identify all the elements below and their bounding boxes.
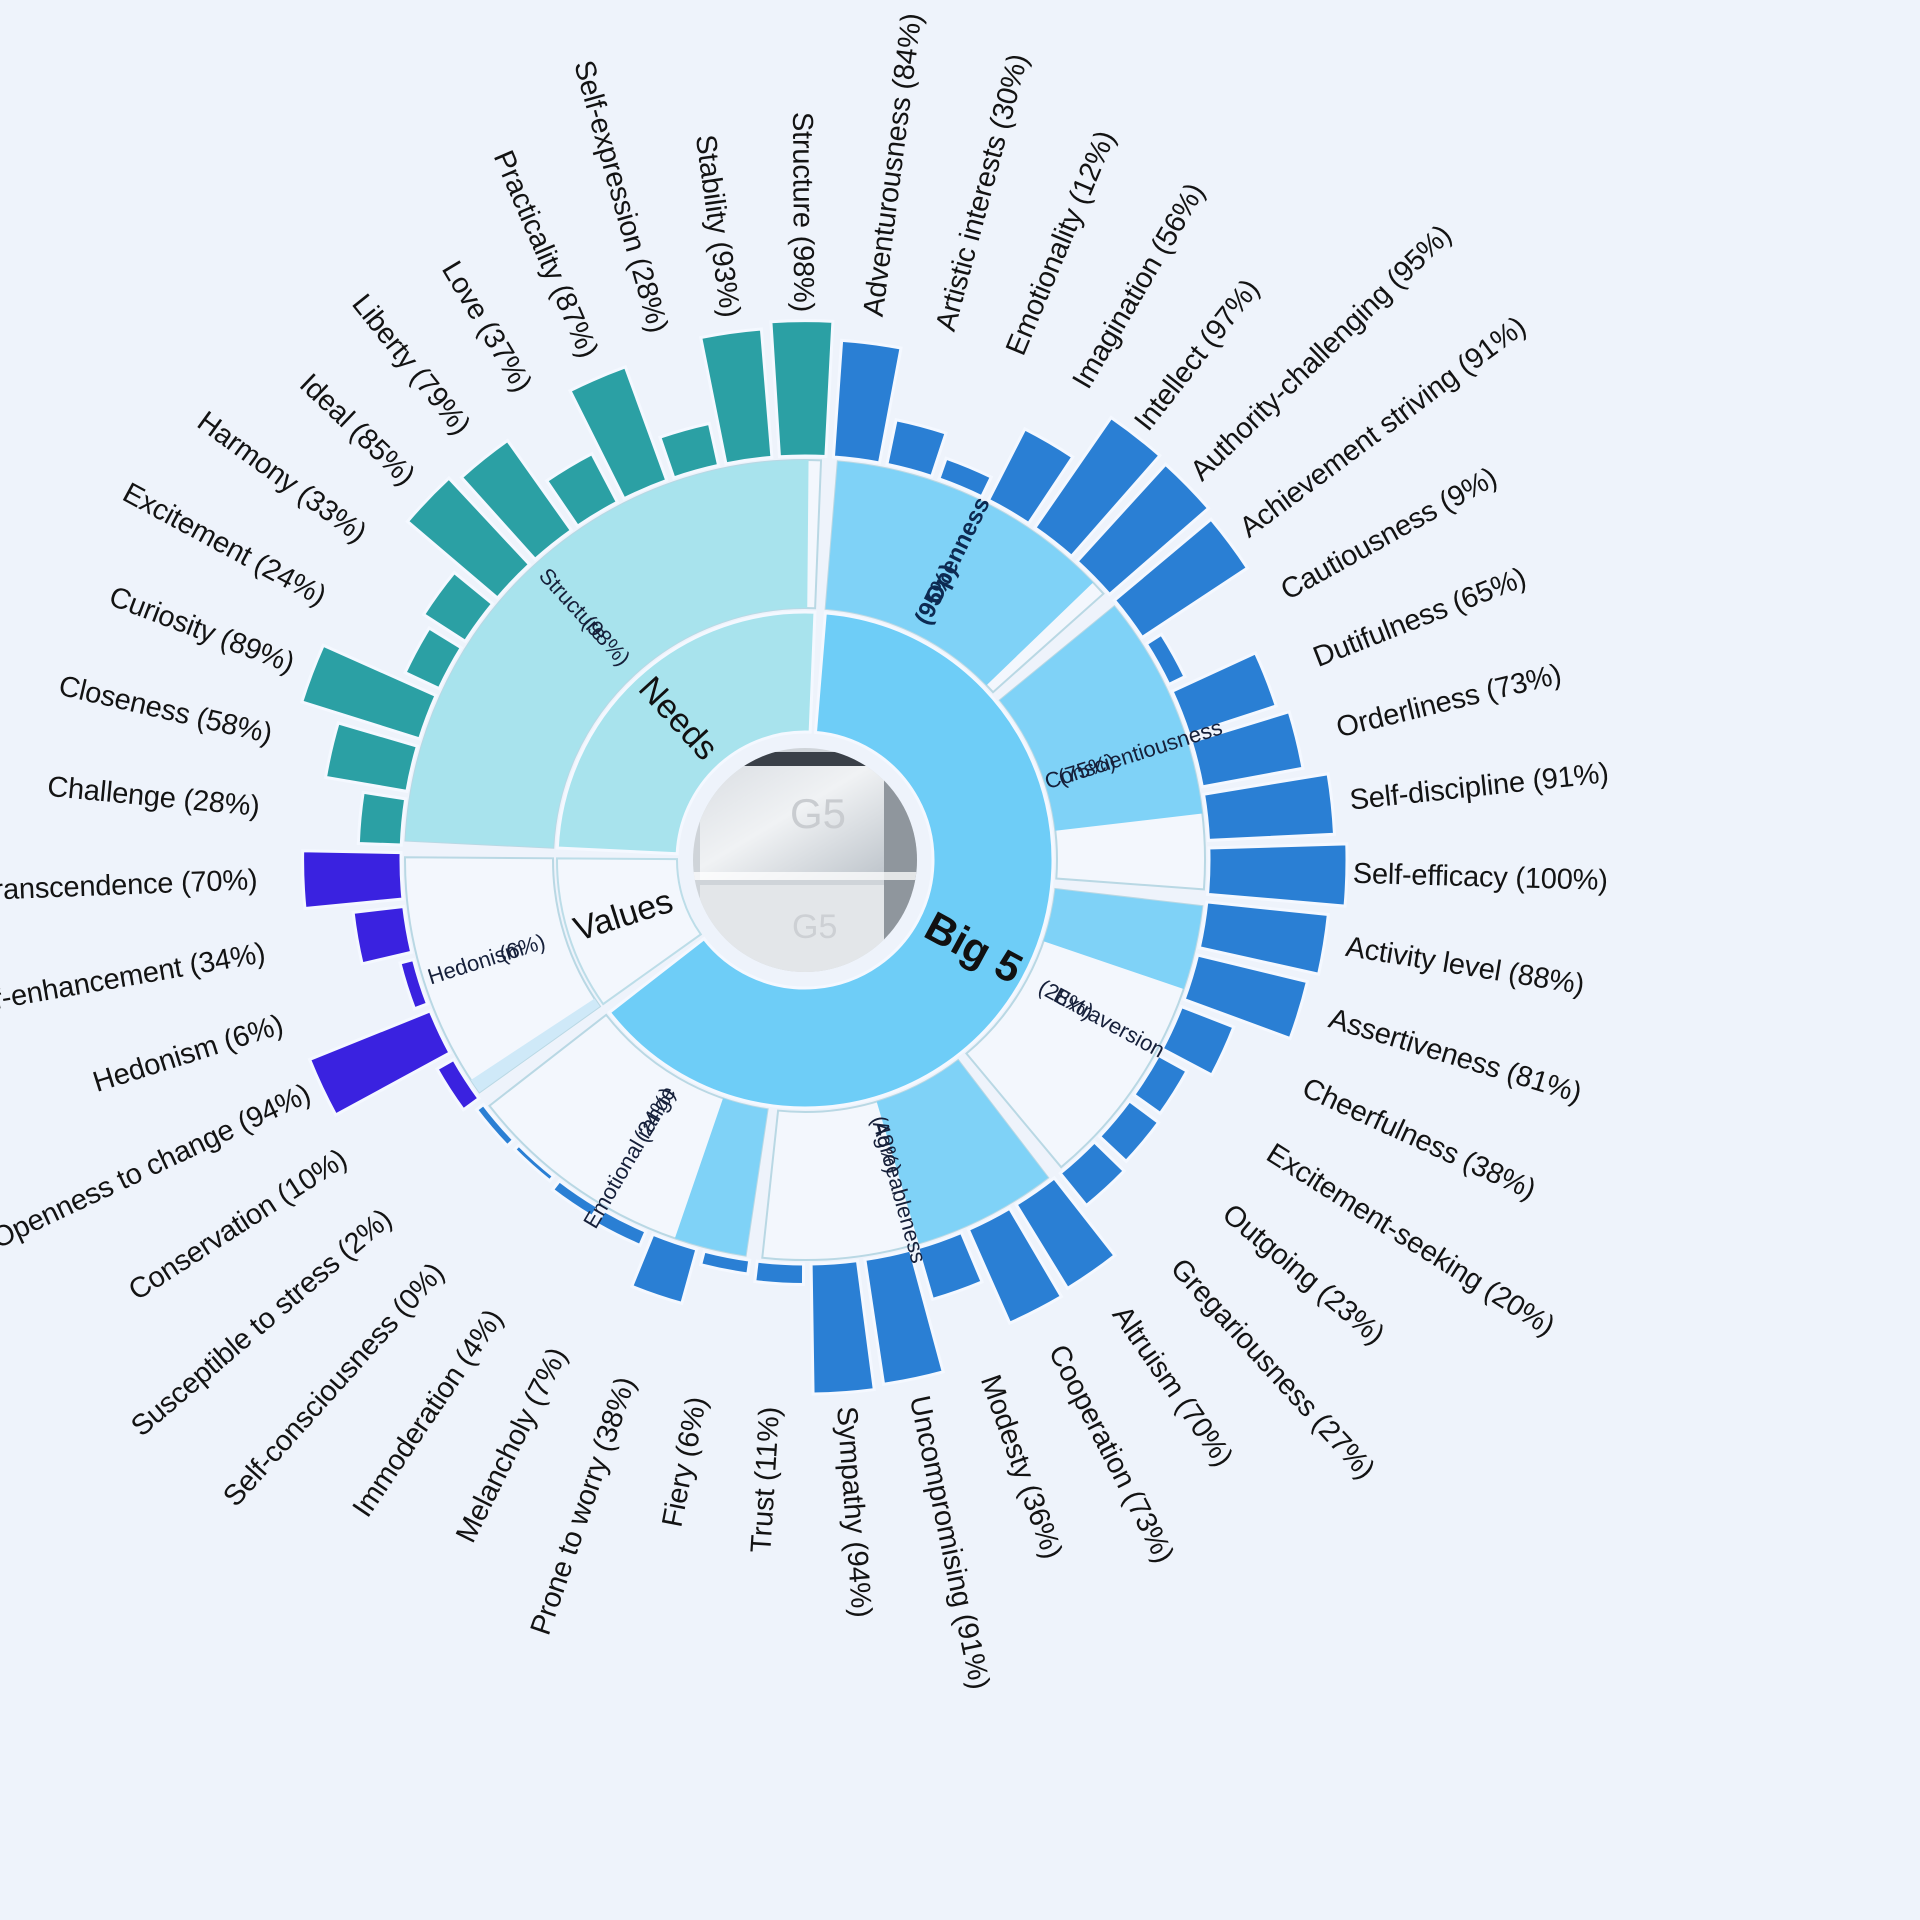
- bar-segment[interactable]: [698, 1249, 752, 1276]
- bar-segment[interactable]: [421, 570, 495, 644]
- bar-segment[interactable]: [405, 475, 532, 601]
- subtrait-fill: [825, 461, 1094, 686]
- bar-segment[interactable]: [1144, 632, 1187, 687]
- bar-segment[interactable]: [323, 721, 420, 794]
- bar-segment[interactable]: [1160, 1004, 1236, 1078]
- center-photo: G5 G5: [693, 748, 917, 972]
- subtrait-fill: [999, 606, 1203, 831]
- outer-bar-ring: [299, 319, 1349, 1396]
- bar-segment[interactable]: [307, 1008, 453, 1118]
- bar-segment[interactable]: [567, 364, 669, 501]
- bar-segment[interactable]: [863, 1248, 946, 1386]
- bar-segment[interactable]: [301, 849, 405, 911]
- bar-segment[interactable]: [474, 1102, 516, 1148]
- bar-segment[interactable]: [459, 438, 574, 562]
- bar-segment[interactable]: [986, 426, 1075, 526]
- bar-segment[interactable]: [658, 421, 721, 480]
- bar-segment[interactable]: [1112, 517, 1250, 640]
- bar-segment[interactable]: [1182, 953, 1310, 1041]
- subtrait-ring: [404, 459, 1206, 1261]
- bar-segment[interactable]: [1170, 650, 1279, 737]
- bar-segment[interactable]: [769, 319, 835, 459]
- bar-segment[interactable]: [1014, 1175, 1118, 1291]
- subtrait-fill: [405, 460, 809, 848]
- trait-label: Structure (98%): [786, 112, 819, 312]
- bar-segment[interactable]: [403, 625, 464, 691]
- bar-segment[interactable]: [1189, 709, 1305, 789]
- bar-segment[interactable]: [698, 327, 774, 466]
- subtrait-fill: [674, 1098, 768, 1256]
- subtrait-fill: [470, 998, 600, 1093]
- bar-segment[interactable]: [1197, 900, 1330, 977]
- bar-segment[interactable]: [512, 1143, 556, 1183]
- category-ring: [555, 610, 1055, 1110]
- bar-segment[interactable]: [434, 1057, 481, 1112]
- bar-segment[interactable]: [594, 1208, 648, 1248]
- subtrait-fill: [876, 1060, 1049, 1244]
- category-segment[interactable]: [556, 857, 703, 1006]
- trait-label: Self-efficacy (100%): [1352, 858, 1608, 897]
- bar-segment[interactable]: [809, 1258, 876, 1396]
- bar-segment[interactable]: [936, 456, 994, 499]
- bar-segment[interactable]: [915, 1230, 985, 1302]
- category-segment[interactable]: [555, 610, 817, 856]
- center-image-text-1: G5: [790, 790, 846, 837]
- bar-segment[interactable]: [1058, 1139, 1127, 1208]
- bar-segment[interactable]: [1205, 842, 1349, 908]
- center-image-text-2: G5: [792, 908, 837, 946]
- bar-segment[interactable]: [1201, 771, 1337, 842]
- bar-segment[interactable]: [550, 1178, 600, 1219]
- bar-segment[interactable]: [885, 417, 948, 479]
- bar-segment[interactable]: [831, 338, 903, 465]
- bar-segment[interactable]: [1097, 1098, 1161, 1164]
- bar-segment[interactable]: [299, 643, 438, 741]
- bar-segment[interactable]: [629, 1232, 699, 1306]
- bar-segment[interactable]: [1074, 462, 1211, 597]
- bar-segment[interactable]: [544, 451, 620, 529]
- bar-segment[interactable]: [398, 957, 430, 1011]
- bar-segment[interactable]: [1131, 1053, 1189, 1116]
- bar-segment[interactable]: [356, 790, 408, 847]
- bar-segment[interactable]: [351, 904, 414, 966]
- subtrait-fill: [1043, 889, 1203, 989]
- category-segment[interactable]: [607, 611, 1055, 1110]
- bar-segment[interactable]: [966, 1206, 1064, 1326]
- bar-segment[interactable]: [753, 1259, 806, 1287]
- bar-segment[interactable]: [1032, 415, 1162, 559]
